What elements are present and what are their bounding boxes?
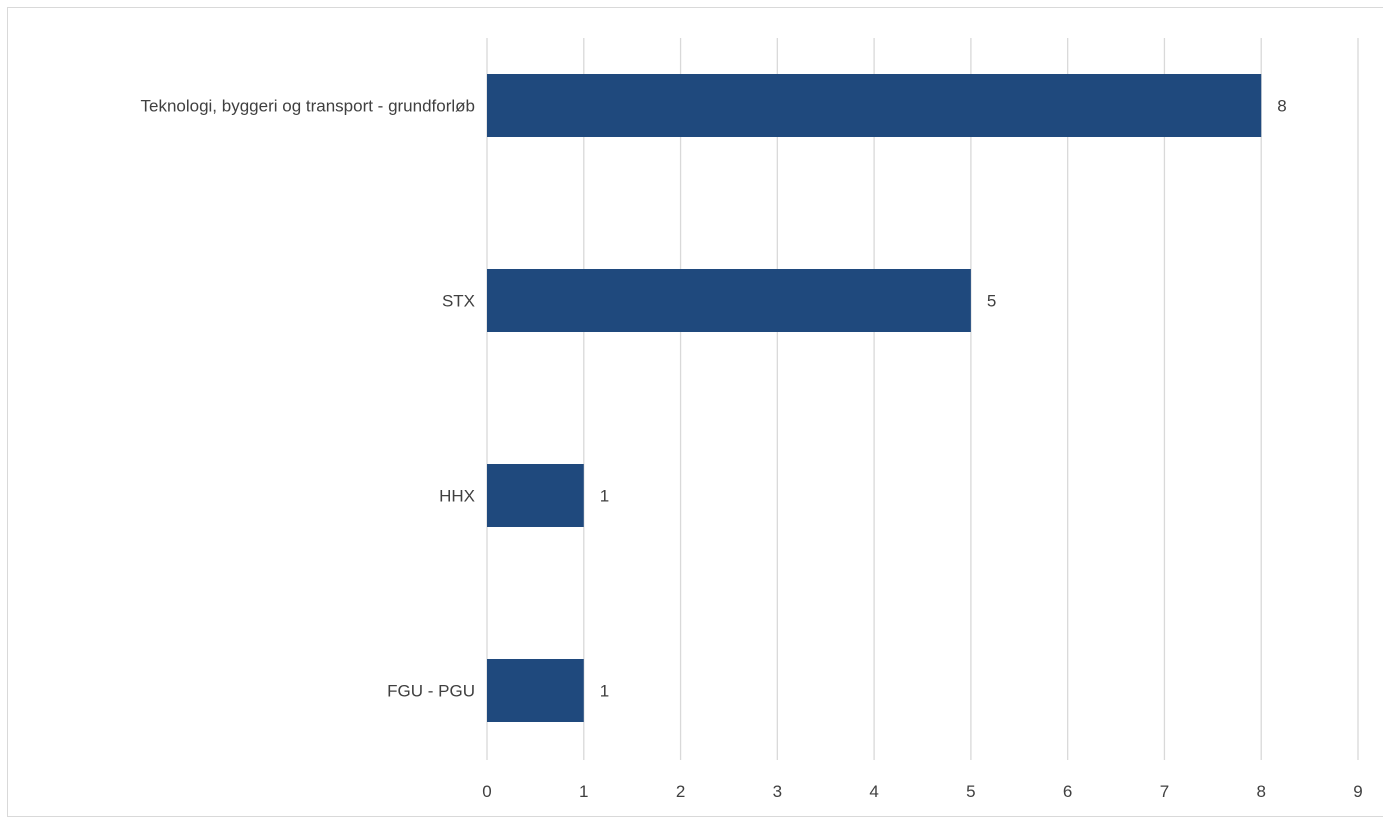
x-tick-label: 4 <box>869 782 878 801</box>
data-label: 8 <box>1277 97 1286 116</box>
category-label: FGU - PGU <box>387 682 475 701</box>
category-label: HHX <box>439 487 475 506</box>
data-labels: 8 5 1 1 <box>600 97 1287 701</box>
bars <box>487 74 1262 722</box>
category-label: Teknologi, byggeri og transport - grundf… <box>140 97 475 116</box>
bar <box>487 74 1262 137</box>
x-tick-label: 6 <box>1063 782 1072 801</box>
data-label: 5 <box>987 292 996 311</box>
x-tick-label: 1 <box>579 782 588 801</box>
chart-frame <box>7 7 1383 817</box>
category-label: STX <box>442 292 475 311</box>
x-axis-ticks: 0 1 2 3 4 5 6 7 8 9 <box>482 782 1362 801</box>
x-tick-label: 3 <box>773 782 782 801</box>
bar <box>487 659 584 722</box>
bar <box>487 269 971 332</box>
x-tick-label: 2 <box>676 782 685 801</box>
gridlines <box>486 38 1359 760</box>
x-tick-label: 7 <box>1160 782 1169 801</box>
bar <box>487 464 584 527</box>
data-label: 1 <box>600 487 609 506</box>
x-tick-label: 9 <box>1353 782 1362 801</box>
x-tick-label: 8 <box>1256 782 1265 801</box>
data-label: 1 <box>600 682 609 701</box>
x-tick-label: 5 <box>966 782 975 801</box>
x-tick-label: 0 <box>482 782 491 801</box>
category-labels: Teknologi, byggeri og transport - grundf… <box>140 97 475 701</box>
